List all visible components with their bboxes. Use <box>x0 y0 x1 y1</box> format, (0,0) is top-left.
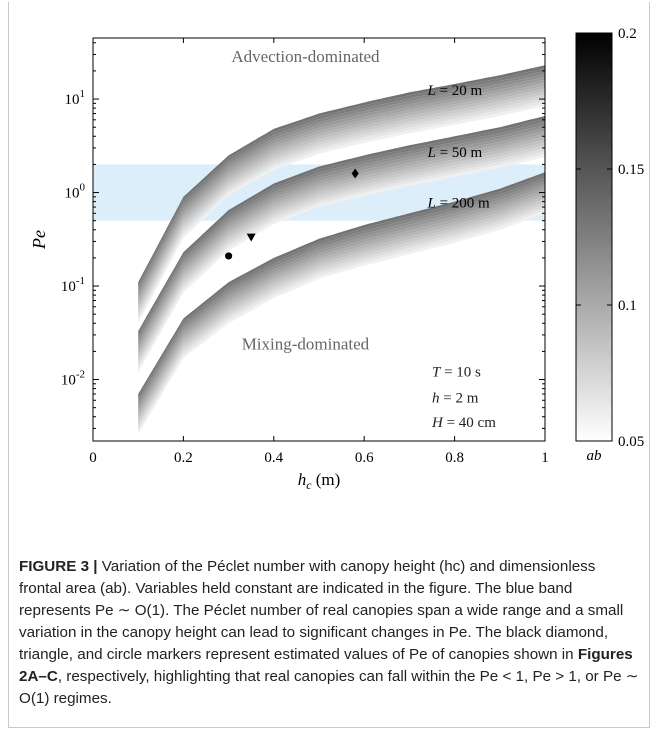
series-band-strip <box>138 79 545 300</box>
figure-caption: FIGURE 3 | Variation of the Péclet numbe… <box>19 556 639 710</box>
series-band-strip <box>138 71 545 291</box>
colorbar <box>575 32 613 442</box>
constant-parameter: H = 40 cm <box>431 415 496 431</box>
figure-label: FIGURE 3 | <box>19 558 98 575</box>
series-label: L = 200 m <box>426 196 490 212</box>
colorbar-tick-label: 0.05 <box>618 434 644 450</box>
series-label: L = 20 m <box>426 83 482 99</box>
axes-frame <box>92 37 546 442</box>
x-tick-label: 0.4 <box>264 450 283 466</box>
region-annotation: Mixing-dominated <box>242 334 370 353</box>
y-tick-label: 100 <box>65 182 86 202</box>
constant-parameter: T = 10 s <box>432 364 481 380</box>
series-label: L = 50 m <box>426 145 482 161</box>
figures-reference: Figures 2A–C <box>19 646 633 685</box>
series-band-strip <box>138 85 545 306</box>
series-band-strip <box>138 82 545 303</box>
colorbar-label: ab <box>587 448 603 464</box>
series-band-strip <box>138 100 545 321</box>
series-band-strip <box>138 88 545 309</box>
y-tick-label: 10-1 <box>61 275 85 295</box>
x-tick-label: 1 <box>541 450 549 466</box>
series-band-strip <box>138 94 545 315</box>
region-annotation: Advection-dominated <box>231 47 380 66</box>
x-tick-label: 0.2 <box>174 450 193 466</box>
series-band-strip <box>138 65 545 286</box>
pe-chart: L = 20 m L = 50 m L = 200 m Advection-domin… <box>29 26 644 492</box>
series-band-strip <box>138 74 545 294</box>
y-tick-label: 10-2 <box>61 369 85 389</box>
diamond-marker <box>351 168 359 179</box>
circle-marker <box>225 252 233 260</box>
x-tick-label: 0.6 <box>355 450 374 466</box>
y-tick-label: 101 <box>65 88 86 108</box>
x-tick-label: 0 <box>89 450 97 466</box>
series-band-strip <box>138 76 545 297</box>
series-band-0 <box>138 65 545 324</box>
figure-frame <box>8 2 650 728</box>
caption-text-end: , respectively, highlighting that real c… <box>19 668 639 707</box>
y-axis-label: Pe <box>29 230 49 250</box>
triangle-marker <box>246 233 256 242</box>
series-layer <box>138 65 545 435</box>
series-band-strip <box>138 68 545 288</box>
colorbar-tick-label: 0.2 <box>618 26 637 42</box>
x-tick-label: 0.8 <box>445 450 464 466</box>
series-band-strip <box>138 103 545 324</box>
series-band-strip <box>138 91 545 312</box>
colorbar-tick-label: 0.1 <box>618 298 637 314</box>
series-band-strip <box>138 97 545 318</box>
constant-parameter: h = 2 m <box>432 390 479 406</box>
caption-text: Variation of the Péclet number with cano… <box>19 558 624 663</box>
colorbar-tick-label: 0.15 <box>618 162 644 178</box>
x-axis-label: hc (m) <box>298 470 341 492</box>
